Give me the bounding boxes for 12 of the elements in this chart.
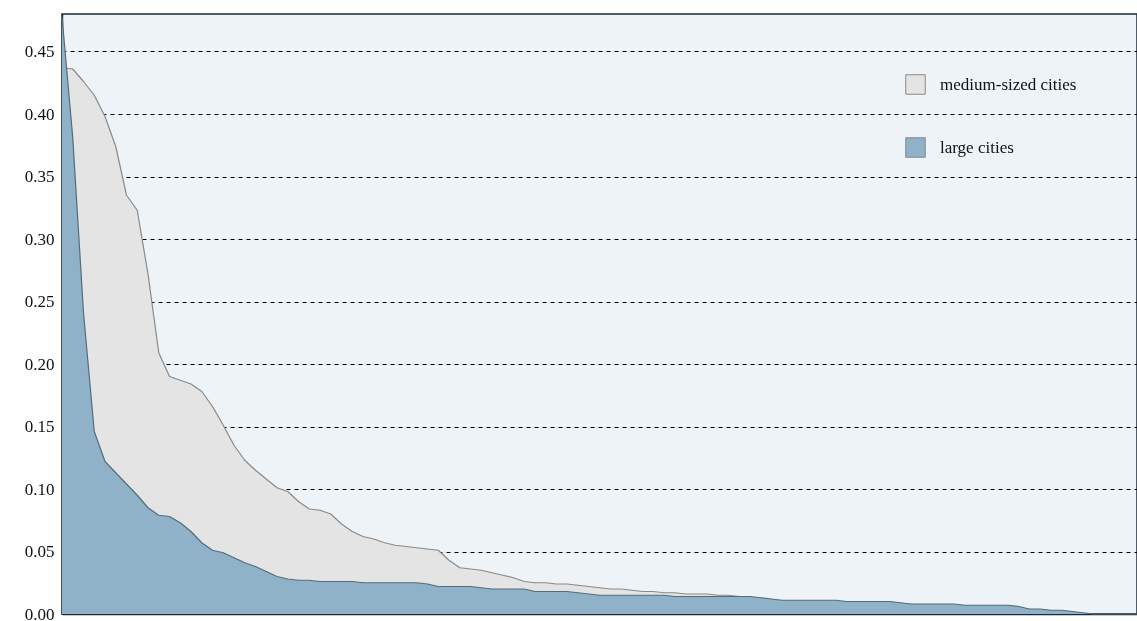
y-tick-label: 0.20	[24, 354, 55, 374]
y-tick-label: 0.15	[24, 417, 55, 436]
y-tick-label: 0.25	[24, 292, 55, 311]
y-tick-label: 0.10	[24, 479, 55, 499]
y-tick-label: 0.45	[24, 42, 55, 61]
y-tick-label: 0.40	[24, 104, 55, 124]
y-tick-label: 0.35	[24, 167, 55, 186]
legend-label: large cities	[940, 137, 1014, 157]
y-tick-label: 0.30	[24, 229, 55, 249]
legend-label: medium-sized cities	[940, 74, 1077, 94]
y-tick-label: 0.00	[24, 604, 55, 621]
y-tick-label: 0.05	[24, 542, 55, 561]
